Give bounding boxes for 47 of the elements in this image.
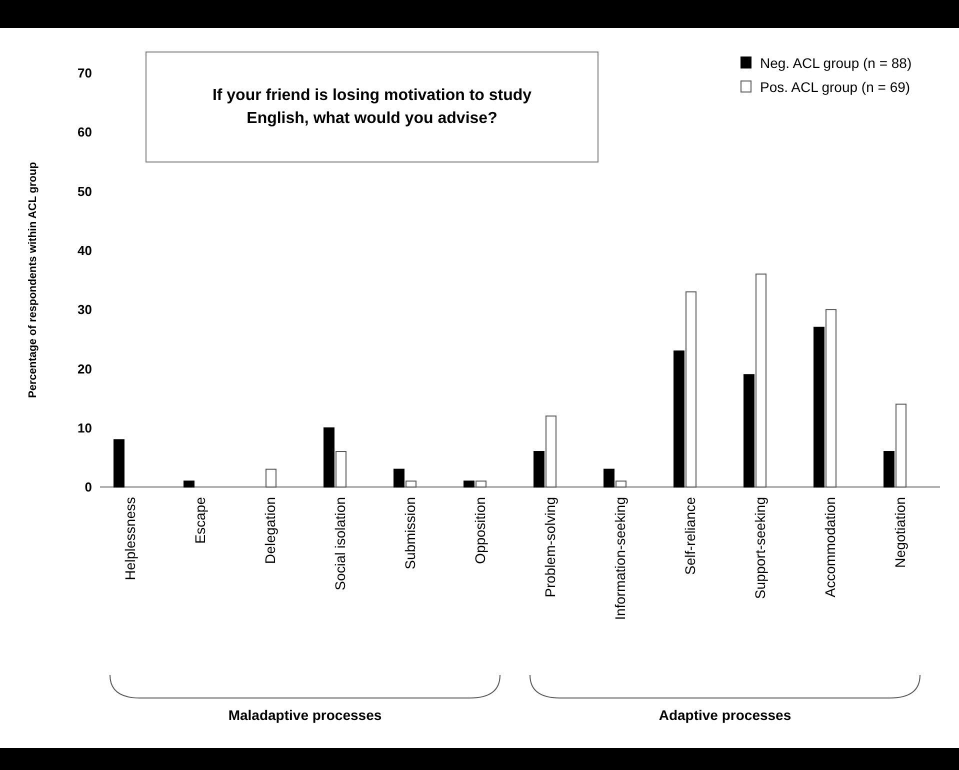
- bar: [884, 451, 894, 488]
- bar: [464, 480, 474, 488]
- y-tick-label: 10: [78, 420, 92, 436]
- y-tick-label: 50: [78, 184, 92, 199]
- text: If your friend is losing motivation to study English, what would you advise?: [212, 87, 532, 127]
- bar: [184, 480, 194, 488]
- x-tick-label: Support-seeking: [752, 497, 768, 599]
- y-tick-label: 30: [78, 302, 92, 318]
- bar: [476, 480, 486, 488]
- x-tick-label: Social isolation: [332, 497, 348, 590]
- x-tick-label: Problem-solving: [542, 497, 558, 598]
- bar: [686, 291, 696, 488]
- bar: [674, 350, 684, 488]
- bar: [534, 451, 544, 488]
- bar: [266, 468, 276, 488]
- bar: [336, 451, 346, 488]
- bar: [324, 427, 334, 488]
- legend-label: Pos. ACL group (n = 69): [760, 78, 910, 95]
- bar: [604, 468, 614, 488]
- x-tick-label: Delegation: [262, 497, 278, 564]
- bar: [616, 480, 626, 488]
- x-tick-label: Self-reliance: [682, 496, 698, 575]
- bar: [826, 309, 836, 488]
- x-tick-label: Information-seeking: [612, 497, 628, 620]
- text: Maladaptive processes: [228, 707, 382, 723]
- bar: [896, 404, 906, 488]
- text: Adaptive processes: [658, 707, 792, 723]
- x-tick-label: Negotiation: [892, 497, 908, 568]
- x-tick-label: Helplessness: [122, 497, 138, 580]
- y-tick-label: 20: [78, 361, 92, 376]
- y-tick-label: 40: [78, 242, 92, 258]
- y-tick-label: 70: [78, 66, 92, 81]
- bar: [114, 439, 124, 488]
- y-axis-title: Percentage of respondents within ACL group: [27, 162, 39, 398]
- x-tick-label: Opposition: [472, 497, 488, 564]
- bar: [744, 374, 754, 488]
- bar: [546, 416, 556, 488]
- x-tick-label: Escape: [192, 496, 208, 544]
- x-tick-label: Submission: [402, 497, 418, 570]
- x-tick-label: Accommodation: [822, 497, 838, 598]
- bar: [394, 468, 404, 488]
- bar: [814, 326, 824, 488]
- bar: [406, 480, 416, 488]
- bar: [756, 274, 766, 488]
- y-tick-label: 0: [84, 480, 92, 495]
- y-tick-label: 60: [78, 124, 92, 140]
- legend-label: Neg. ACL group (n = 88): [760, 54, 912, 71]
